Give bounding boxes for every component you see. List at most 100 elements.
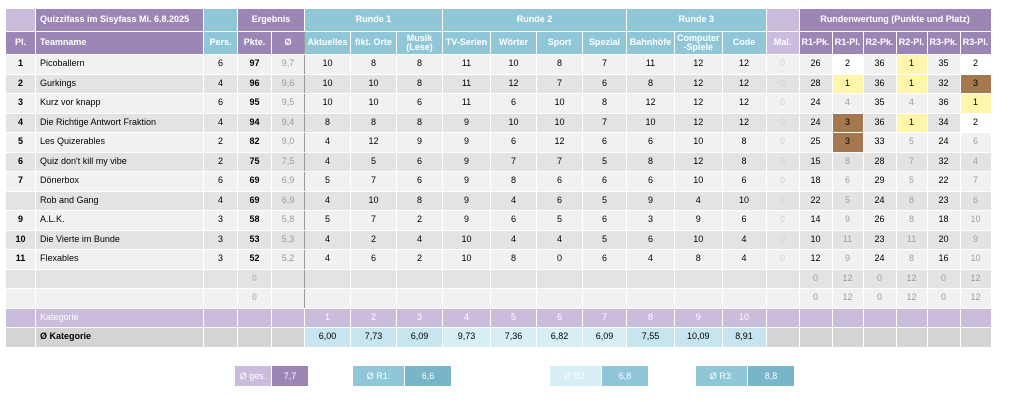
column-header: Aktuelles (304, 31, 351, 55)
table-cell: 0 (862, 288, 897, 309)
table-cell: 36 (926, 93, 961, 114)
average-label: Ø ges. (235, 366, 271, 386)
kat-blank (959, 307, 992, 328)
table-row: Rob and Gang 4 69 6,9 4 10 8 9 4 6 5 9 4 10 0 22 5 24 8 23 6 (5, 190, 992, 211)
kategorie-row: Kategorie 1 2 3 4 5 6 7 8 9 10 (5, 307, 992, 328)
table-cell: 9,0 (271, 132, 305, 153)
table-cell: 6 (490, 93, 537, 114)
table-cell: 97 (237, 54, 272, 75)
table-cell: 0 (765, 249, 800, 270)
table-cell: 10 (536, 93, 583, 114)
table-cell: 6 (490, 132, 537, 153)
table-cell: 1 (5, 54, 36, 75)
table-cell (490, 268, 537, 289)
table-cell: 6 (582, 249, 627, 270)
table-cell: 0 (765, 112, 800, 133)
kat-blank (895, 307, 928, 328)
table-cell: 0 (765, 54, 800, 75)
table-cell: Rob and Gang (35, 190, 204, 211)
avg-category-value: 10,09 (674, 327, 723, 348)
avg-blank (237, 327, 272, 348)
column-header: TV-Serien (442, 31, 491, 55)
table-cell: 6 (396, 171, 443, 192)
table-cell: 32 (926, 73, 961, 94)
avg-category-value: 6,09 (396, 327, 443, 348)
table-cell: 6,9 (271, 190, 305, 211)
table-cell: 10 (959, 210, 992, 231)
avg-category-value: 8,91 (721, 327, 767, 348)
table-cell: 6 (582, 132, 627, 153)
table-cell: 3 (203, 249, 238, 270)
column-header: Musik (Lese) (396, 31, 443, 55)
table-cell: 6 (203, 93, 238, 114)
table-cell: 12 (674, 93, 723, 114)
table-cell: 8 (396, 112, 443, 133)
table-cell: 6 (721, 171, 767, 192)
table-cell: 8 (721, 132, 767, 153)
table-cell: 12 (674, 73, 723, 94)
table-cell: 24 (862, 190, 897, 211)
table-cell: 1 (895, 112, 928, 133)
table-cell: A.L.K. (35, 210, 204, 231)
table-cell: 11 (442, 93, 491, 114)
table-cell: 9,4 (271, 112, 305, 133)
column-header: Wörter (490, 31, 537, 55)
table-cell: 0 (765, 190, 800, 211)
table-cell: 35 (926, 54, 961, 75)
kategorie-number: 8 (626, 307, 675, 328)
table-cell (442, 268, 491, 289)
table-cell: 2 (396, 210, 443, 231)
table-cell: 5,8 (271, 210, 305, 231)
table-cell: 12 (536, 132, 583, 153)
table-cell: 28 (798, 73, 833, 94)
table-cell: 10 (490, 54, 537, 75)
table-cell: 1 (895, 54, 928, 75)
results-table: Quizzifass im Sisyfass Mi. 6.8.2025 Ergeb… (5, 8, 992, 348)
kat-blank (862, 307, 897, 328)
table-cell: 8 (350, 112, 397, 133)
table-cell (626, 288, 675, 309)
average-label: Ø R2: (550, 366, 601, 386)
table-cell (350, 268, 397, 289)
table-cell: 8 (396, 190, 443, 211)
table-cell: 6 (626, 132, 675, 153)
table-cell: 12 (490, 73, 537, 94)
table-row: 4 Die Richtige Antwort Fraktion 4 94 9,4 8 8 8 9… (5, 112, 992, 133)
table-cell (490, 288, 537, 309)
table-cell: 9 (442, 210, 491, 231)
table-cell: 9 (674, 210, 723, 231)
table-row: 5 Les Quizerables 2 82 9,0 4 12 9 9 6 12 6 6 10 8 0 25 3 3… (5, 132, 992, 153)
table-cell (304, 268, 351, 289)
column-header: R1-Pl. (831, 31, 864, 55)
kategorie-number: 1 (304, 307, 351, 328)
average-value: 7,7 (272, 366, 308, 386)
table-cell: 10 (304, 93, 351, 114)
table-cell (721, 288, 767, 309)
table-cell: 6 (396, 151, 443, 172)
table-cell: 2 (203, 151, 238, 172)
table-cell (442, 288, 491, 309)
column-header: Computer -Spiele (674, 31, 723, 55)
table-cell: 69 (237, 190, 272, 211)
kategorie-number: 5 (490, 307, 537, 328)
table-cell: 3 (5, 93, 36, 114)
table-cell: 5 (536, 210, 583, 231)
avg-category-value: 9,73 (442, 327, 491, 348)
table-cell: 5 (304, 210, 351, 231)
table-cell: 8 (396, 73, 443, 94)
table-row: 10 Die Vierte im Bunde 3 53 5,3 4 2 4 10 4 4 5 6 10 4 0… (5, 229, 992, 250)
table-cell: 5,3 (271, 229, 305, 250)
table-cell: 2 (350, 229, 397, 250)
table-cell (396, 268, 443, 289)
table-cell: 4 (959, 151, 992, 172)
table-cell: 12 (831, 268, 864, 289)
table-cell: 22 (926, 171, 961, 192)
table-cell: 12 (959, 288, 992, 309)
quiz-title: Quizzifass im Sisyfass Mi. 6.8.2025 (35, 8, 204, 32)
kategorie-number: 4 (442, 307, 491, 328)
table-cell: 6 (721, 210, 767, 231)
table-cell: 5 (5, 132, 36, 153)
table-cell: 11 (831, 229, 864, 250)
table-cell: 4 (895, 93, 928, 114)
avg-category-value: 6,09 (582, 327, 627, 348)
